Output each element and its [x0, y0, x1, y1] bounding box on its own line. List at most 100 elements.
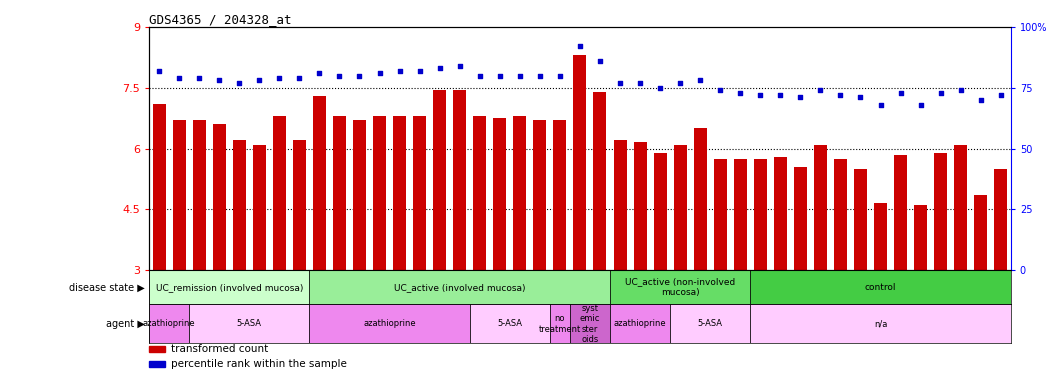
- Bar: [914, 205, 927, 270]
- Point: [892, 89, 909, 96]
- Bar: [189, 305, 310, 343]
- Point: [732, 89, 749, 96]
- Bar: [253, 144, 266, 270]
- Bar: [934, 152, 947, 270]
- Point: [612, 80, 629, 86]
- Bar: [814, 144, 827, 270]
- Point: [651, 84, 668, 91]
- Bar: [152, 104, 166, 270]
- Bar: [553, 120, 566, 270]
- Point: [431, 65, 448, 71]
- Bar: [750, 270, 1011, 305]
- Point: [952, 87, 969, 93]
- Bar: [310, 305, 469, 343]
- Bar: [774, 157, 787, 270]
- Text: disease state ▶: disease state ▶: [69, 282, 145, 292]
- Bar: [494, 118, 506, 270]
- Point: [592, 58, 609, 64]
- Point: [211, 77, 228, 83]
- Bar: [149, 346, 165, 352]
- Bar: [614, 141, 627, 270]
- Point: [351, 73, 368, 79]
- Point: [231, 80, 248, 86]
- Bar: [610, 270, 750, 305]
- Text: agent ▶: agent ▶: [106, 319, 145, 329]
- Point: [471, 73, 488, 79]
- Bar: [413, 116, 426, 270]
- Bar: [473, 116, 486, 270]
- Point: [371, 70, 388, 76]
- Point: [692, 77, 709, 83]
- Bar: [213, 124, 226, 270]
- Bar: [594, 92, 606, 270]
- Bar: [674, 144, 686, 270]
- Bar: [854, 169, 867, 270]
- Point: [151, 68, 168, 74]
- Point: [671, 80, 688, 86]
- Bar: [734, 159, 747, 270]
- Text: 5-ASA: 5-ASA: [698, 319, 722, 328]
- Bar: [513, 116, 527, 270]
- Point: [290, 75, 307, 81]
- Bar: [753, 159, 767, 270]
- Bar: [670, 305, 750, 343]
- Point: [771, 92, 788, 98]
- Text: azathioprine: azathioprine: [363, 319, 416, 328]
- Point: [872, 102, 890, 108]
- Bar: [714, 159, 727, 270]
- Text: transformed count: transformed count: [170, 344, 268, 354]
- Point: [190, 75, 207, 81]
- Text: UC_remission (involved mucosa): UC_remission (involved mucosa): [155, 283, 303, 292]
- Point: [251, 77, 268, 83]
- Bar: [310, 270, 610, 305]
- Text: percentile rank within the sample: percentile rank within the sample: [170, 359, 347, 369]
- Bar: [453, 90, 466, 270]
- Point: [170, 75, 187, 81]
- Text: azathioprine: azathioprine: [614, 319, 666, 328]
- Text: control: control: [865, 283, 896, 292]
- Point: [571, 43, 588, 50]
- Bar: [172, 120, 185, 270]
- Bar: [313, 96, 326, 270]
- Point: [712, 87, 729, 93]
- Bar: [469, 305, 550, 343]
- Bar: [550, 305, 570, 343]
- Point: [792, 94, 809, 101]
- Bar: [393, 116, 406, 270]
- Bar: [293, 141, 305, 270]
- Point: [271, 75, 288, 81]
- Bar: [333, 116, 346, 270]
- Text: UC_active (involved mucosa): UC_active (involved mucosa): [394, 283, 526, 292]
- Point: [912, 102, 929, 108]
- Bar: [975, 195, 987, 270]
- Point: [551, 73, 568, 79]
- Bar: [610, 305, 670, 343]
- Bar: [750, 305, 1011, 343]
- Text: no
treatment: no treatment: [538, 314, 581, 333]
- Bar: [573, 55, 586, 270]
- Bar: [794, 167, 807, 270]
- Point: [752, 92, 769, 98]
- Text: GDS4365 / 204328_at: GDS4365 / 204328_at: [149, 13, 292, 26]
- Bar: [433, 90, 446, 270]
- Point: [632, 80, 649, 86]
- Bar: [834, 159, 847, 270]
- Point: [852, 94, 869, 101]
- Point: [531, 73, 548, 79]
- Text: 5-ASA: 5-ASA: [497, 319, 522, 328]
- Bar: [570, 305, 610, 343]
- Point: [993, 92, 1010, 98]
- Bar: [954, 144, 967, 270]
- Point: [392, 68, 409, 74]
- Point: [451, 63, 468, 69]
- Text: syst
emic
ster
oids: syst emic ster oids: [580, 304, 600, 344]
- Bar: [894, 155, 908, 270]
- Bar: [533, 120, 547, 270]
- Point: [311, 70, 328, 76]
- Point: [331, 73, 348, 79]
- Bar: [373, 116, 386, 270]
- Point: [812, 87, 829, 93]
- Point: [512, 73, 529, 79]
- Text: 5-ASA: 5-ASA: [237, 319, 262, 328]
- Bar: [233, 141, 246, 270]
